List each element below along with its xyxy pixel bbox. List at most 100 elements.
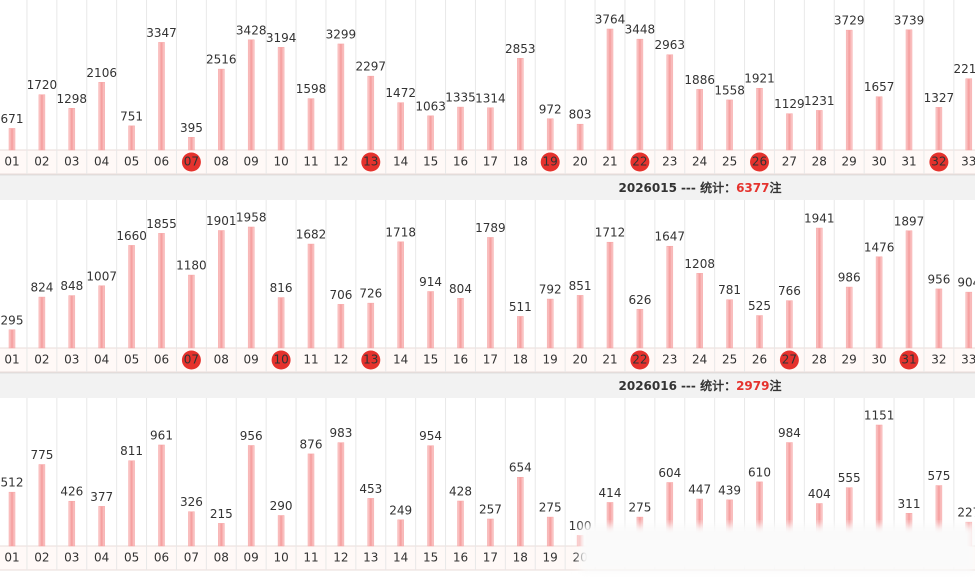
category-label: 04 — [94, 353, 109, 367]
bar — [128, 460, 135, 547]
value-label: 626 — [628, 293, 651, 307]
blur-overlay — [580, 525, 975, 572]
category-label: 19 — [543, 155, 558, 169]
label-row — [0, 348, 975, 372]
bar — [128, 125, 135, 151]
value-label: 1682 — [296, 228, 327, 242]
category-label: 29 — [842, 353, 857, 367]
value-label: 671 — [1, 112, 24, 126]
value-label: 2516 — [206, 53, 237, 67]
category-label: 28 — [812, 155, 827, 169]
bar — [247, 226, 255, 349]
value-label: 972 — [539, 102, 562, 116]
bar — [457, 500, 464, 547]
category-label: 31 — [901, 353, 916, 367]
value-label: 1941 — [804, 212, 835, 226]
value-label: 1335 — [445, 91, 476, 105]
category-label: 12 — [333, 551, 348, 565]
value-label: 1886 — [684, 73, 715, 87]
category-label: 03 — [64, 353, 79, 367]
value-label: 326 — [180, 495, 203, 509]
bar — [696, 89, 703, 151]
category-label: 09 — [244, 155, 259, 169]
bar — [158, 233, 165, 349]
value-label: 295 — [1, 313, 24, 327]
bar — [427, 291, 434, 349]
bar — [307, 453, 315, 547]
category-label: 25 — [722, 353, 737, 367]
category-label: 24 — [692, 353, 707, 367]
value-label: 726 — [359, 287, 382, 301]
bar — [935, 107, 943, 151]
value-label: 395 — [180, 121, 203, 135]
category-label: 11 — [303, 155, 318, 169]
value-label: 1598 — [296, 82, 327, 96]
value-label: 706 — [329, 288, 352, 302]
category-label: 18 — [513, 353, 528, 367]
bar — [277, 515, 285, 547]
value-label: 816 — [270, 281, 293, 295]
value-label: 811 — [120, 444, 143, 458]
bar — [68, 295, 76, 349]
highlight-circle — [181, 152, 201, 172]
bar — [576, 123, 584, 151]
value-label: 781 — [718, 283, 741, 297]
bar — [487, 107, 494, 151]
bar — [397, 102, 404, 151]
count: 6377 — [736, 181, 769, 195]
category-label: 13 — [363, 551, 378, 565]
value-label: 1855 — [146, 217, 177, 231]
value-label: 1720 — [27, 78, 58, 92]
header: 2026015 --- 统计：6377注 — [619, 180, 782, 195]
bar — [517, 476, 524, 547]
bar — [367, 75, 375, 151]
highlight-circle — [271, 350, 291, 370]
value-label: 654 — [509, 461, 532, 475]
value-label: 1314 — [475, 91, 506, 105]
category-label: 27 — [782, 155, 797, 169]
bar — [98, 285, 105, 349]
value-label: 961 — [150, 428, 173, 442]
value-label: 751 — [120, 109, 143, 123]
bar — [8, 491, 16, 547]
value-label: 1208 — [684, 257, 715, 271]
value-label: 1558 — [714, 83, 745, 97]
value-label: 3729 — [834, 14, 865, 28]
bar — [905, 29, 913, 151]
bar — [188, 137, 195, 151]
bar — [875, 96, 883, 151]
category-label: 05 — [124, 155, 139, 169]
category-label: 31 — [901, 155, 916, 169]
category-label: 11 — [303, 353, 318, 367]
value-label: 426 — [60, 485, 83, 499]
bar — [786, 113, 793, 151]
category-label: 29 — [842, 155, 857, 169]
category-label: 02 — [34, 353, 49, 367]
bar — [517, 316, 524, 349]
category-label: 14 — [393, 551, 408, 565]
value-label: 414 — [599, 486, 622, 500]
value-label: 904 — [957, 276, 975, 290]
category-label: 26 — [752, 353, 767, 367]
highlight-circle — [540, 152, 560, 172]
category-label: 25 — [722, 155, 737, 169]
category-label: 15 — [423, 353, 438, 367]
bar — [636, 38, 644, 151]
highlight-circle — [181, 350, 201, 370]
bar — [726, 299, 733, 349]
value-label: 851 — [569, 279, 592, 293]
bar — [38, 94, 46, 151]
category-label: 15 — [423, 155, 438, 169]
value-label: 511 — [509, 300, 532, 314]
value-label: 984 — [778, 426, 801, 440]
bar — [666, 245, 674, 349]
category-label: 04 — [94, 155, 109, 169]
category-label: 07 — [184, 155, 199, 169]
category-label: 06 — [154, 551, 169, 565]
category-label: 33 — [961, 353, 975, 367]
bar — [845, 286, 853, 349]
value-label: 1472 — [385, 86, 416, 100]
category-label: 09 — [244, 353, 259, 367]
